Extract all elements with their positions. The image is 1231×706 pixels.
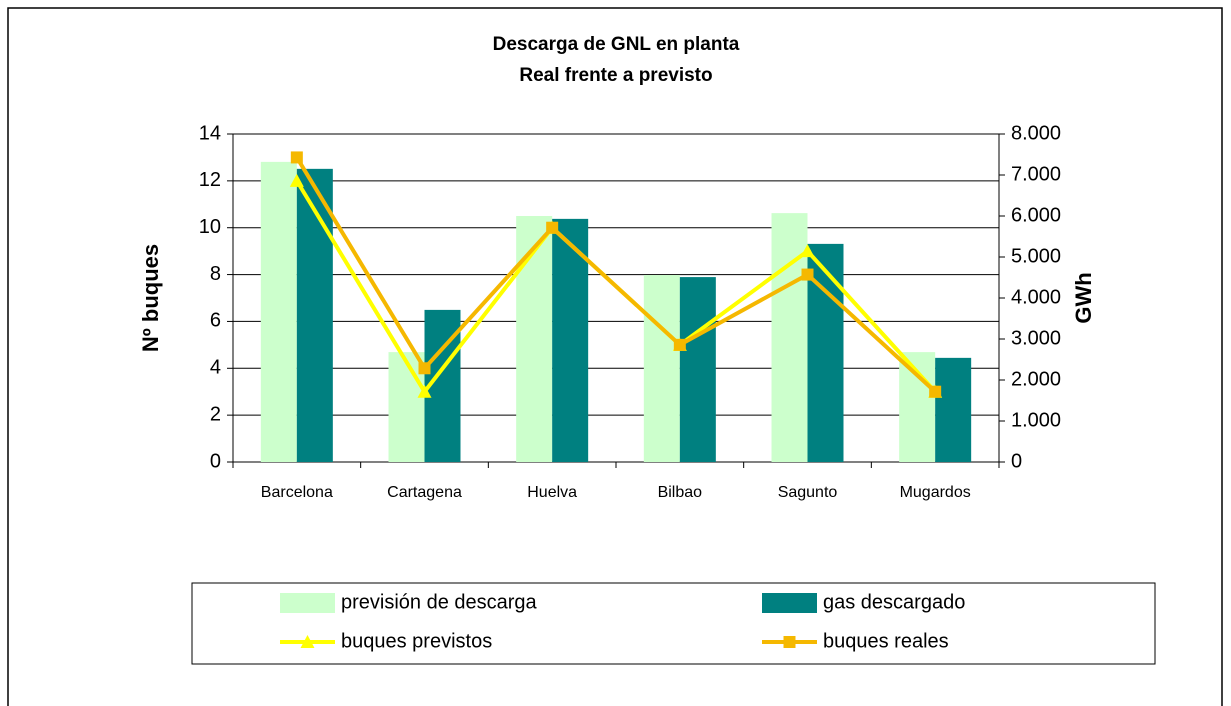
legend-label: buques previstos <box>341 630 492 652</box>
x-tick-label: Sagunto <box>778 484 838 501</box>
x-tick-label: Bilbao <box>658 484 703 501</box>
bar <box>516 216 553 462</box>
y2-tick-label: 3.000 <box>1011 327 1061 349</box>
y-tick-label: 2 <box>210 403 221 425</box>
y-axis-title: Nº buques <box>138 244 163 352</box>
legend-marker <box>783 636 796 648</box>
y-tick-label: 4 <box>210 357 221 379</box>
y-tick-label: 6 <box>210 310 221 332</box>
bar <box>771 213 808 462</box>
y2-tick-label: 7.000 <box>1011 163 1061 185</box>
legend <box>191 582 1156 665</box>
legend-swatch <box>280 593 335 613</box>
legend-marker <box>300 635 315 648</box>
legend-label: previsión de descarga <box>341 591 538 613</box>
y2-tick-label: 0 <box>1011 450 1022 472</box>
marker <box>546 221 559 234</box>
marker <box>417 384 432 398</box>
y2-tick-label: 5.000 <box>1011 245 1061 267</box>
legend-label: gas descargado <box>823 591 965 613</box>
marker <box>418 362 431 375</box>
marker <box>290 151 303 164</box>
marker <box>673 338 686 351</box>
marker <box>801 268 814 281</box>
bar <box>552 218 589 462</box>
bar <box>260 161 297 462</box>
marker <box>289 173 304 187</box>
marker <box>800 244 815 258</box>
y-tick-label: 14 <box>199 122 221 144</box>
x-tick-label: Huelva <box>527 484 577 501</box>
x-tick-label: Mugardos <box>900 484 971 501</box>
x-tick-label: Cartagena <box>387 484 462 501</box>
y-tick-label: 8 <box>210 263 221 285</box>
line <box>295 156 937 394</box>
y2-tick-label: 6.000 <box>1011 204 1061 226</box>
y-tick-label: 0 <box>210 450 221 472</box>
bar <box>899 352 936 462</box>
y-tick-label: 12 <box>199 169 221 191</box>
bar <box>935 357 972 462</box>
legend-swatch <box>762 593 817 613</box>
bar <box>643 275 680 462</box>
y2-tick-label: 4.000 <box>1011 286 1061 308</box>
chart-subtitle: Real frente a previsto <box>519 65 712 86</box>
bar <box>679 277 716 462</box>
y2-tick-label: 8.000 <box>1011 122 1061 144</box>
bar <box>296 168 333 462</box>
y2-tick-label: 2.000 <box>1011 368 1061 390</box>
chart-title: Descarga de GNL en planta <box>493 34 740 55</box>
x-tick-label: Barcelona <box>261 484 333 501</box>
y2-axis-title: GWh <box>1071 272 1096 323</box>
marker <box>929 385 942 398</box>
y2-tick-label: 1.000 <box>1011 409 1061 431</box>
legend-label: buques reales <box>823 630 949 652</box>
y-tick-label: 10 <box>199 216 221 238</box>
